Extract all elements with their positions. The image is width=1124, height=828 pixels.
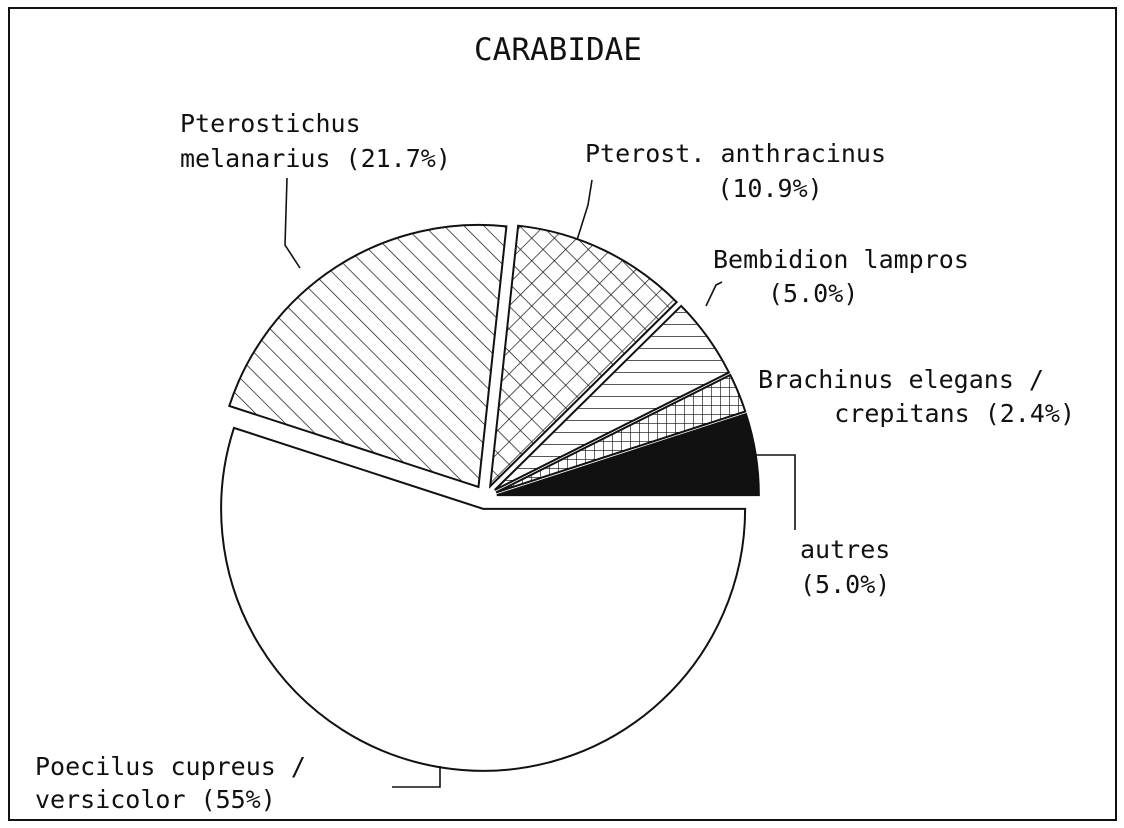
pie-slice: [220, 426, 747, 772]
category-label: Brachinus elegans /: [758, 365, 1044, 394]
slice-label: autres: [800, 535, 890, 564]
category-label: Pterostichus: [180, 109, 361, 138]
category-label: (10.9%): [717, 174, 822, 203]
slice-label: melanarius (21.7%): [180, 144, 451, 173]
leader-line: [576, 179, 593, 241]
slice-label: Pterostichus: [180, 109, 361, 138]
pie-slice: [495, 373, 747, 494]
chart-title: CARABIDAE: [474, 32, 642, 68]
category-label: Bembidion lampros: [713, 245, 969, 274]
value-label: (55%): [201, 785, 276, 814]
value-label: (2.4%): [985, 399, 1075, 428]
value-label: (21.7%): [346, 144, 451, 173]
category-label: (5.0%): [768, 279, 858, 308]
category-label: versicolor: [35, 785, 186, 814]
pie-slice: [488, 224, 679, 489]
category-label: autres: [800, 535, 890, 564]
category-label: (5.0%): [800, 570, 890, 599]
leader-line: [392, 766, 441, 788]
category-label: melanarius: [180, 144, 331, 173]
leader-line: [705, 281, 723, 307]
frame: [8, 7, 1117, 821]
category-label: Pterost. anthracinus: [585, 139, 886, 168]
slice-label: Bembidion lampros: [713, 245, 969, 274]
slice-label: versicolor (55%): [35, 785, 276, 814]
slice-label: Brachinus elegans /: [758, 365, 1044, 394]
leader-line: [284, 177, 301, 269]
slice-label: Pterost. anthracinus: [585, 139, 886, 168]
slice-label: (5.0%): [768, 279, 858, 308]
pie-slice: [228, 223, 508, 489]
slice-label: (5.0%): [800, 570, 890, 599]
pie-slice: [494, 304, 731, 491]
category-label: Poecilus cupreus /: [35, 752, 306, 781]
category-label: crepitans: [834, 399, 969, 428]
slice-label: Poecilus cupreus /: [35, 752, 306, 781]
slice-label: (10.9%): [717, 174, 822, 203]
pie-slice: [496, 412, 760, 497]
leader-line: [756, 454, 796, 530]
slice-label: crepitans (2.4%): [834, 399, 1075, 428]
